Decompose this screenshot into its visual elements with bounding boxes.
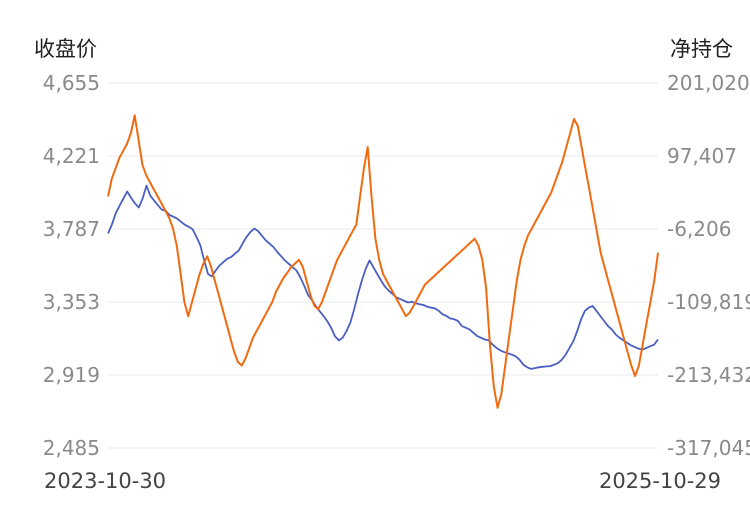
right-tick-label: -6,206: [667, 217, 731, 241]
x-end-date-label: 2025-10-29: [599, 469, 721, 493]
left-tick-label: 2,919: [43, 363, 100, 387]
right-tick-label: -317,045: [667, 436, 750, 460]
right-axis-title: 净持仓: [670, 37, 733, 61]
series-line-net-position: [107, 114, 659, 409]
series-lines: [107, 114, 659, 409]
right-tick-label: 97,407: [667, 144, 737, 168]
axis-tick-labels: 4,655 201,020 4,221 97,407 3,787 -6,206 3,353 -…: [43, 71, 750, 460]
left-tick-label: 2,485: [43, 436, 100, 460]
gridlines: [108, 82, 658, 449]
left-axis-title: 收盘价: [34, 37, 97, 61]
left-tick-label: 3,353: [43, 290, 100, 314]
series-line-close: [107, 184, 659, 370]
right-tick-label: -213,432: [667, 363, 750, 387]
left-tick-label: 4,221: [43, 144, 100, 168]
left-tick-label: 4,655: [43, 71, 100, 95]
right-tick-label: 201,020: [667, 71, 750, 95]
x-start-date-label: 2023-10-30: [44, 469, 166, 493]
left-tick-label: 3,787: [43, 217, 100, 241]
right-tick-label: -109,819: [667, 290, 750, 314]
